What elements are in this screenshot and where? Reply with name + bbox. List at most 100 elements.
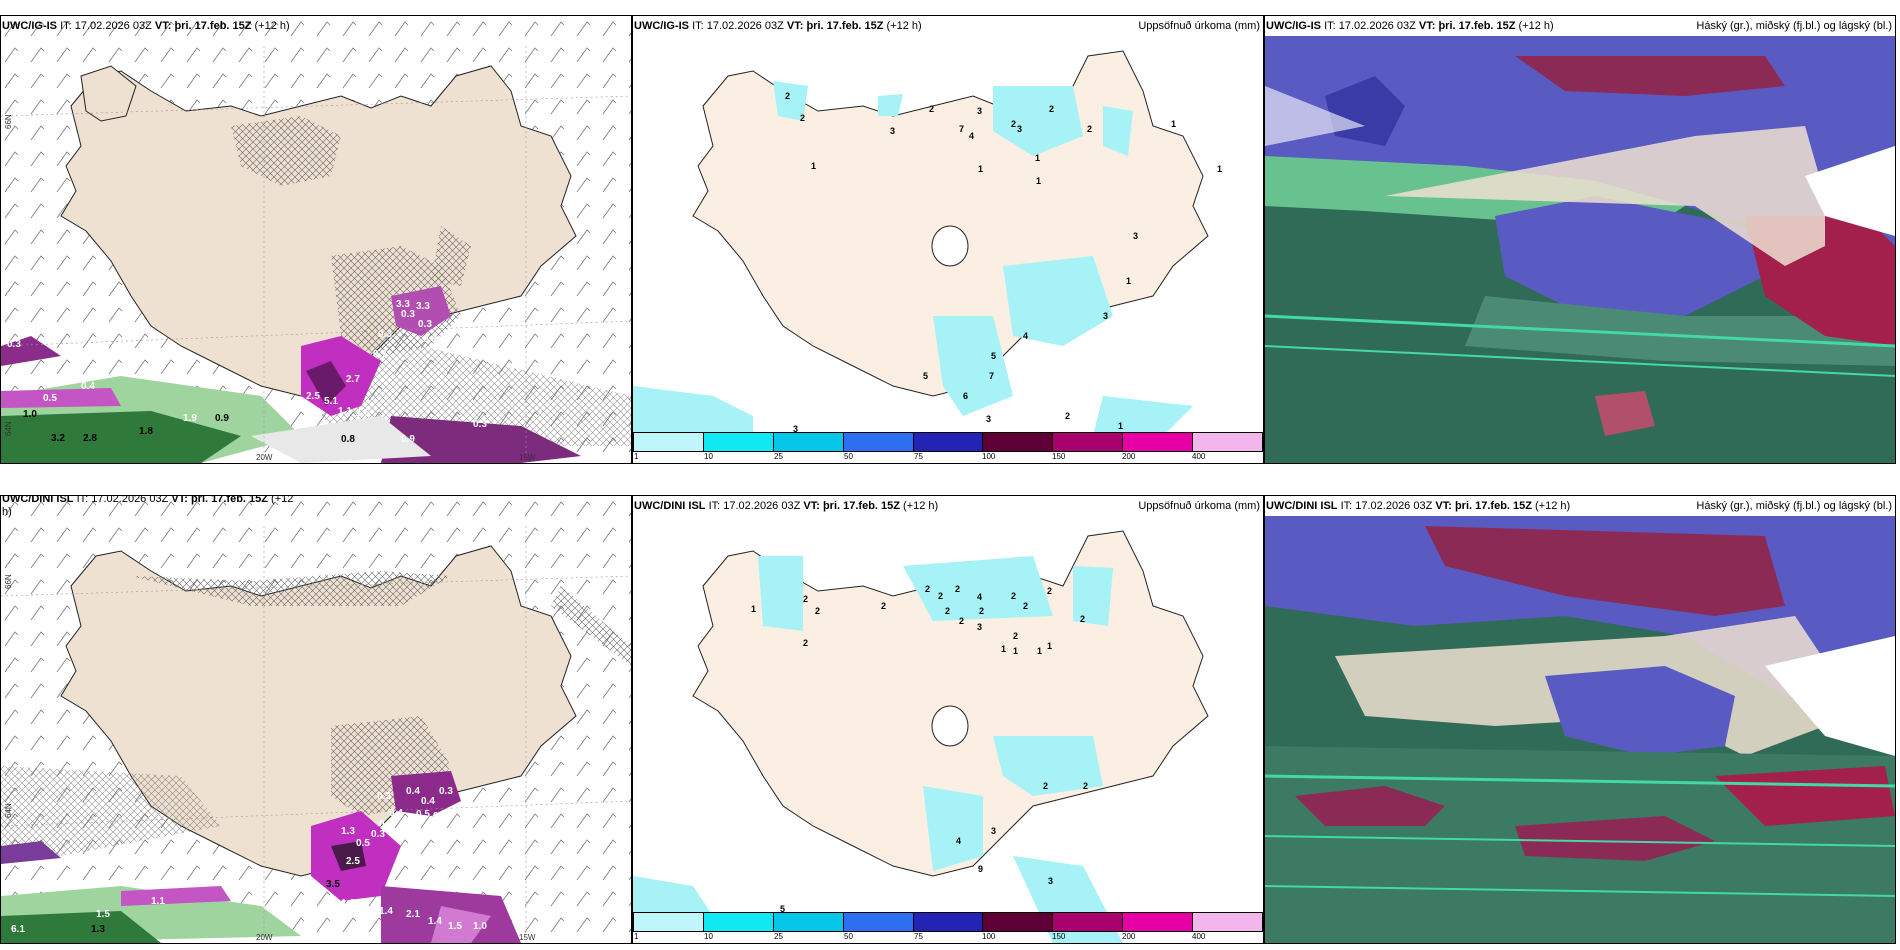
value-label: 0.3 [371,829,385,840]
panel-header: UWC/DINI ISL IT: 17.02.2026 03Z VT: þri.… [2,495,294,518]
value-label: 1.0 [23,409,37,420]
precip-value: 2 [925,584,931,594]
panel-top-right: UWC/IG-IS IT: 17.02.2026 03Z VT: þri. 17… [1264,15,1896,464]
precip-value: 7 [989,371,995,381]
colorbar-tick: 25 [774,452,783,461]
precip-value: 4 [1023,331,1029,341]
value-label: 0.3 [377,791,391,802]
value-label: 0.3 [418,319,432,330]
value-label: 6.1 [11,924,25,935]
precip-value: 1 [1037,646,1043,656]
value-label: 0.5 [43,393,57,404]
colorbar-swatch [634,913,704,931]
colorbar-tick: 150 [1052,452,1066,461]
value-label: 0.3 [446,876,460,887]
panel-header: UWC/DINI ISL IT: 17.02.2026 03Z VT: þri.… [634,500,939,512]
colorbar-tick: 100 [982,452,996,461]
precip-value: 3 [977,622,983,632]
lat-label: 66N [4,574,13,589]
colorbar-swatch [634,433,704,451]
value-label: 0.3 [378,329,392,340]
colorbar-swatch [1193,433,1263,451]
colorbar-swatch [1193,913,1263,931]
value-label: 0.3 [7,339,21,350]
precip-value: 2 [1023,601,1029,611]
precip-value: 4 [977,592,983,602]
panel-header: UWC/IG-IS IT: 17.02.2026 03Z VT: þri. 17… [634,20,922,32]
precip-value: 2 [938,591,944,601]
lat-label: 66N [4,114,13,129]
precip-value: 1 [1126,276,1132,286]
precip-value: 2 [1080,614,1086,624]
value-label: 0.8 [423,334,437,345]
wind-precip-map [1,496,631,943]
value-label: 1.5 [356,408,370,419]
value-label: 2.7 [346,374,360,385]
value-label: 1.3 [341,826,355,837]
colorbar-swatch [703,913,774,931]
value-label: 0.9 [215,413,229,424]
colorbar-tick: 200 [1122,452,1136,461]
panel-bot-right: UWC/DINI ISL IT: 17.02.2026 03Z VT: þri.… [1264,495,1896,944]
precip-value: 2 [1013,631,1019,641]
value-label: 1.9 [183,413,197,424]
value-label: 2.5 [306,391,320,402]
precip-value: 2 [1047,586,1053,596]
value-label: 0.5 [416,809,430,820]
value-label: 1.5 [448,921,462,932]
colorbar-swatch [1123,433,1194,451]
value-label: 1.6 [341,898,355,909]
value-label: 0.4 [389,808,403,819]
precip-value: 7 [959,124,965,134]
precip-value: 2 [1043,781,1049,791]
precip-value: 2 [815,606,821,616]
precip-value: 3 [1048,876,1054,886]
value-label: 0.4 [406,786,420,797]
precip-value: 5 [991,351,997,361]
precip-value: 1 [811,161,817,171]
precip-value: 1 [751,604,757,614]
value-label: 1.1 [151,896,165,907]
precip-value: 1 [1001,644,1007,654]
colorbar-swatch [773,433,844,451]
colorbar-tick: 10 [704,932,713,941]
lat-label: 64N [4,421,13,436]
colorbar-swatch [1053,433,1124,451]
precip-map [633,50,1209,436]
value-label: 2.5 [346,856,360,867]
colorbar-swatch [773,913,844,931]
colorbar-swatch [1053,913,1124,931]
precip-value: 2 [959,616,965,626]
cloud-map [1265,516,1895,943]
value-label: 5.1 [324,396,338,407]
colorbar-tick: 400 [1192,932,1206,941]
lon-label: 20W [256,453,273,462]
value-label: 0.8 [341,434,355,445]
precip-value: 5 [780,904,786,914]
precip-value: 1 [1035,153,1041,163]
colorbar-swatch [913,433,984,451]
precip-value: 1 [1036,176,1042,186]
colorbar [633,912,1263,932]
precip-map [633,530,1209,943]
precip-value: 3 [890,126,896,136]
value-label: 1.1 [338,406,352,417]
colorbar-tick: 50 [844,452,853,461]
precip-value: 3 [793,424,799,434]
colorbar-tick: 50 [844,932,853,941]
precip-value: 5 [923,371,929,381]
panel-top-mid: UWC/IG-IS IT: 17.02.2026 03Z VT: þri. 17… [632,15,1264,464]
colorbar-tick: 400 [1192,452,1206,461]
value-label: 1.4 [428,916,442,927]
value-label: 0.7 [373,349,387,360]
precip-value: 2 [1083,781,1089,791]
value-label: 0.3 [473,419,487,430]
colorbar-swatch [703,433,774,451]
colorbar-swatch [1123,913,1194,931]
panel-top-left: UWC/IG-IS IT: 17.02.2026 03Z VT: þri. 17… [0,15,632,464]
panel-header: UWC/IG-IS IT: 17.02.2026 03Z VT: þri. 17… [1266,20,1554,32]
precip-value: 1 [978,164,984,174]
colorbar-swatch [983,913,1054,931]
colorbar-swatch [843,913,914,931]
colorbar-tick: 75 [914,452,923,461]
